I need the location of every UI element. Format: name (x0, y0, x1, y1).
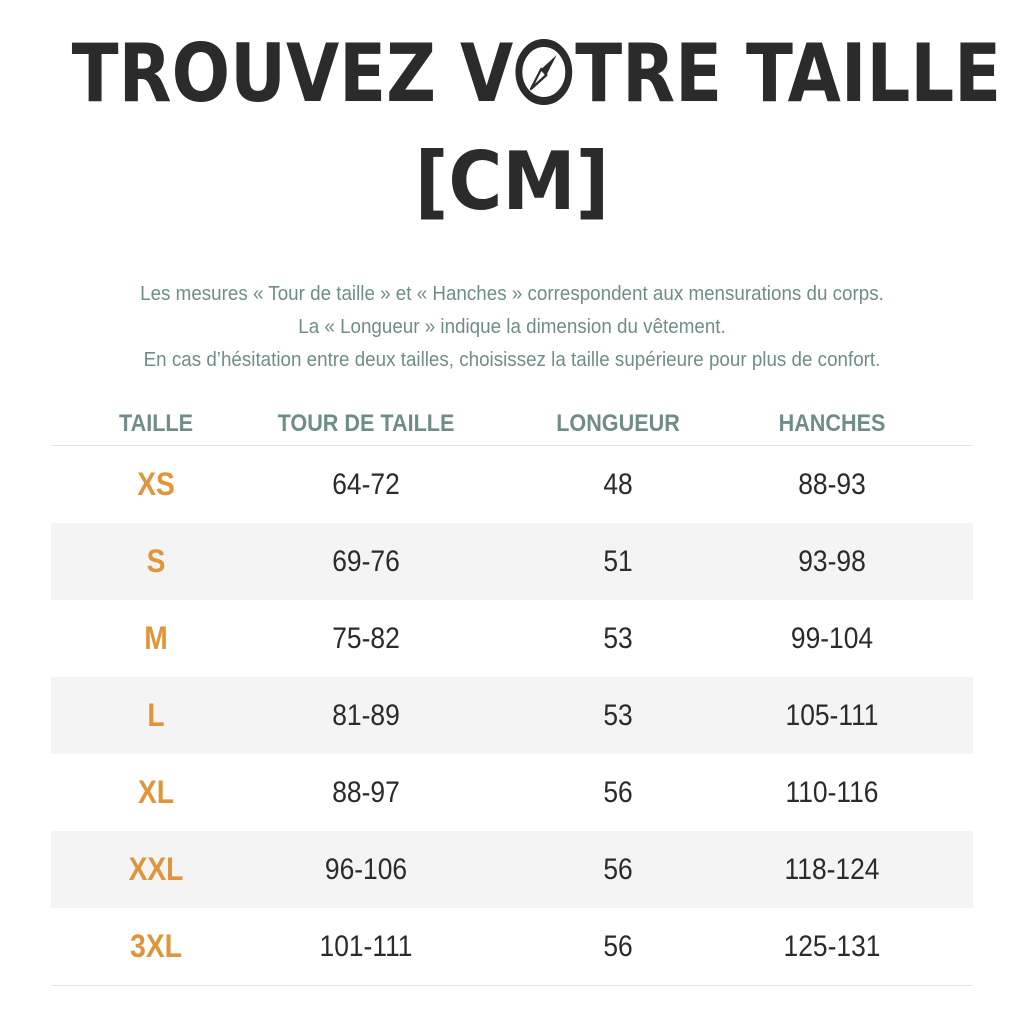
header-tour-de-taille: TOUR DE TAILLE (277, 410, 455, 437)
hips-cell: 118-124 (784, 853, 880, 886)
length-cell: 56 (603, 776, 633, 809)
header-hanches: HANCHES (778, 410, 886, 437)
table-row: S 69-76 51 93-98 (51, 523, 973, 600)
waist-cell: 96-106 (324, 853, 408, 886)
length-cell: 56 (603, 853, 633, 886)
intro-line-2: La « Longueur » indique la dimension du … (298, 316, 726, 338)
size-cell: S (146, 543, 166, 579)
compass-icon (515, 39, 573, 105)
hips-cell: 110-116 (785, 776, 879, 809)
size-cell: XS (137, 466, 175, 502)
waist-cell: 101-111 (319, 930, 413, 963)
page-title-line-1: TROUVEZ V TRE TAILLE (72, 34, 1001, 114)
length-cell: 48 (603, 468, 633, 501)
size-table: TAILLE TOUR DE TAILLE LONGUEUR HANCHES X… (51, 400, 973, 986)
hips-cell: 88-93 (798, 468, 866, 501)
size-cell: XL (138, 774, 174, 810)
page-title-line-2: [CM] (414, 135, 610, 228)
waist-cell: 69-76 (332, 545, 400, 578)
intro-line-3: En cas d’hésitation entre deux tailles, … (143, 349, 881, 371)
table-row: 3XL 101-111 56 125-131 (51, 908, 973, 985)
length-cell: 53 (603, 699, 633, 732)
header-taille: TAILLE (119, 410, 193, 437)
hips-cell: 105-111 (785, 699, 879, 732)
waist-cell: 88-97 (332, 776, 400, 809)
table-row: XS 64-72 48 88-93 (51, 446, 973, 523)
waist-cell: 64-72 (332, 468, 400, 501)
size-cell: 3XL (130, 928, 182, 964)
hips-cell: 99-104 (790, 622, 874, 655)
table-header: TAILLE TOUR DE TAILLE LONGUEUR HANCHES (51, 400, 973, 446)
size-cell: XXL (128, 851, 184, 887)
table-row: XL 88-97 56 110-116 (51, 754, 973, 831)
size-cell: L (147, 697, 165, 733)
length-cell: 51 (603, 545, 633, 578)
length-cell: 56 (603, 930, 633, 963)
title-text-start: TROUVEZ V (71, 27, 514, 120)
table-row: XXL 96-106 56 118-124 (51, 831, 973, 908)
intro-line-1: Les mesures « Tour de taille » et « Hanc… (140, 283, 884, 305)
header-longueur: LONGUEUR (556, 410, 680, 437)
waist-cell: 81-89 (332, 699, 400, 732)
length-cell: 53 (603, 622, 633, 655)
intro-text: Les mesures « Tour de taille » et « Hanc… (31, 278, 994, 377)
size-cell: M (144, 620, 168, 656)
table-row: L 81-89 53 105-111 (51, 677, 973, 754)
waist-cell: 75-82 (332, 622, 400, 655)
hips-cell: 125-131 (783, 930, 881, 963)
table-bottom-divider (51, 985, 973, 986)
title-text-end: TRE TAILLE (575, 27, 1002, 120)
hips-cell: 93-98 (798, 545, 866, 578)
table-row: M 75-82 53 99-104 (51, 600, 973, 677)
